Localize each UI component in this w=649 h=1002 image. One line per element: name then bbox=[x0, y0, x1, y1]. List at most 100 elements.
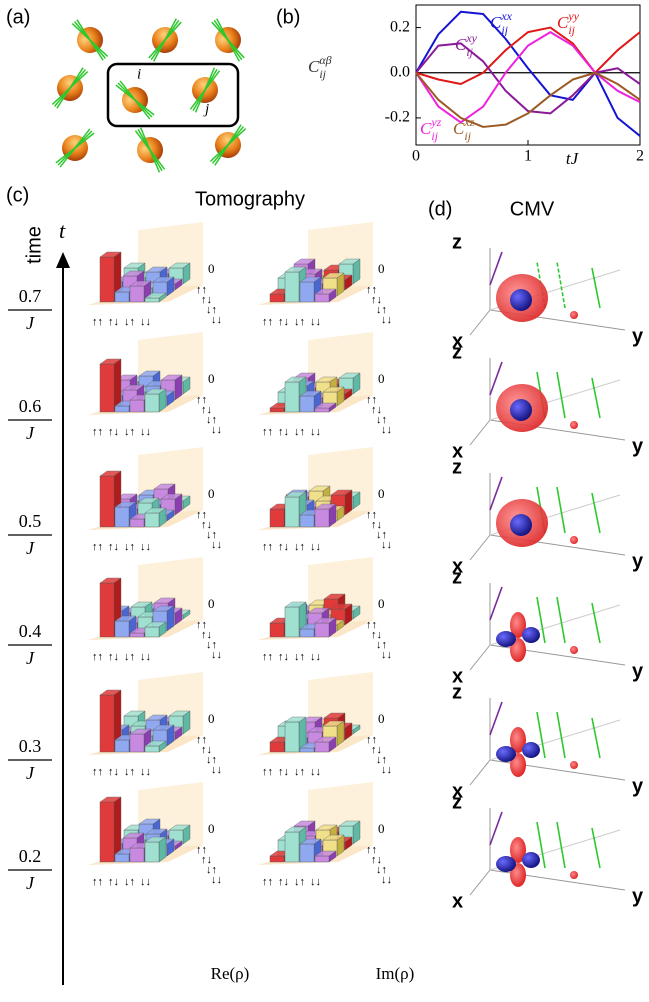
bar-front bbox=[145, 513, 159, 527]
time-den: J bbox=[26, 538, 35, 558]
bar-front bbox=[270, 294, 284, 302]
spin bbox=[204, 13, 253, 67]
basis-label: ↑↑ bbox=[92, 651, 103, 663]
spin bbox=[49, 122, 101, 174]
basis-label: ↑↓ bbox=[108, 876, 119, 888]
density-red bbox=[570, 761, 578, 769]
basis-label: ↓↓ bbox=[140, 316, 151, 328]
y-axis-label: Cαβij bbox=[308, 53, 332, 81]
bar-front bbox=[100, 583, 114, 637]
im-chart: ↑↑↑↑↑↓↑↓↓↑↓↑↓↓↓↓0 bbox=[258, 447, 392, 553]
axis-label: z bbox=[452, 681, 462, 703]
axis-label: y bbox=[632, 660, 644, 682]
basis-label: ↑↑ bbox=[92, 876, 103, 888]
bar-front bbox=[315, 408, 329, 412]
series-line bbox=[416, 12, 640, 136]
bar-front bbox=[315, 742, 329, 752]
axis bbox=[470, 870, 490, 895]
im-chart: ↑↑↑↑↑↓↑↓↓↑↓↑↓↓↓↓0 bbox=[258, 672, 392, 778]
superscript: xx bbox=[500, 9, 512, 23]
basis-label: ↓↓ bbox=[381, 649, 392, 661]
basis-label: ↑↓ bbox=[278, 541, 289, 553]
zero-label: 0 bbox=[378, 711, 385, 726]
arrow bbox=[557, 262, 565, 308]
spin bbox=[109, 74, 161, 126]
arrow bbox=[592, 268, 600, 308]
superscript: xz bbox=[463, 115, 474, 129]
bar-front bbox=[285, 272, 299, 302]
basis-label: ↓↓ bbox=[310, 876, 321, 888]
axis bbox=[470, 420, 490, 445]
arrow bbox=[557, 487, 565, 533]
bar-front bbox=[145, 394, 159, 412]
basis-label: ↑↓ bbox=[108, 766, 119, 778]
zero-label: 0 bbox=[208, 371, 215, 386]
cmv-plot bbox=[470, 808, 625, 895]
basis-label: ↑↑ bbox=[262, 316, 273, 328]
time-den: J bbox=[26, 648, 35, 668]
axis-label: x bbox=[452, 890, 463, 912]
spin bbox=[65, 13, 116, 66]
arrow bbox=[592, 718, 600, 758]
bar-front bbox=[115, 507, 129, 527]
bar-front bbox=[300, 629, 314, 637]
time-num: 0.7 bbox=[19, 286, 42, 306]
symbol: C bbox=[490, 13, 502, 32]
time-num: 0.4 bbox=[19, 621, 42, 641]
basis-label: ↓↑ bbox=[294, 316, 305, 328]
spin bbox=[141, 13, 190, 67]
re-chart: ↑↑↑↑↑↓↑↓↓↑↓↑↓↓↓↓0 bbox=[88, 672, 222, 778]
basis-label: ↓↑ bbox=[294, 426, 305, 438]
bar-front bbox=[270, 856, 284, 862]
axis-label: y bbox=[632, 325, 644, 347]
arrow bbox=[592, 603, 600, 643]
time-axis-label: time bbox=[23, 226, 45, 264]
basis-label: ↑↑ bbox=[92, 766, 103, 778]
subscript: ij bbox=[319, 67, 326, 81]
axis bbox=[470, 535, 490, 560]
bar-front bbox=[145, 298, 159, 302]
arrow bbox=[592, 378, 600, 418]
basis-label: ↓↑ bbox=[124, 876, 135, 888]
symbol: C bbox=[455, 35, 467, 54]
bar-front bbox=[115, 292, 129, 302]
plot-frame bbox=[416, 5, 640, 145]
x-tick-label: 1 bbox=[524, 148, 532, 165]
bar-front bbox=[100, 802, 114, 862]
zero-label: 0 bbox=[378, 261, 385, 276]
subscript: ij bbox=[568, 23, 575, 37]
axis-label: y bbox=[632, 775, 644, 797]
basis-label: ↓↓ bbox=[140, 651, 151, 663]
series-label: Cxxij bbox=[490, 9, 513, 37]
basis-label: ↓↑ bbox=[124, 316, 135, 328]
bar-front bbox=[100, 476, 114, 527]
bar-front bbox=[285, 722, 299, 752]
arrow bbox=[490, 477, 502, 510]
time-num: 0.3 bbox=[19, 736, 42, 756]
subscript: ij bbox=[431, 129, 438, 143]
basis-label: ↓↑ bbox=[124, 766, 135, 778]
bar-front bbox=[300, 282, 314, 302]
basis-label: ↑↑ bbox=[262, 651, 273, 663]
zero-label: 0 bbox=[208, 596, 215, 611]
series-label: Cyyij bbox=[557, 9, 580, 37]
time-den: J bbox=[26, 763, 35, 783]
cmv-plot bbox=[470, 583, 625, 670]
zero-label: 0 bbox=[208, 821, 215, 836]
bar-front bbox=[285, 607, 299, 637]
arrow bbox=[592, 493, 600, 533]
basis-label: ↓↑ bbox=[294, 766, 305, 778]
zero-label: 0 bbox=[378, 821, 385, 836]
bar-front bbox=[270, 509, 284, 527]
bar-front bbox=[115, 740, 129, 752]
axis-label: z bbox=[452, 231, 462, 253]
basis-label: ↓↓ bbox=[211, 314, 222, 326]
bar-front bbox=[100, 695, 114, 752]
basis-label: ↑↓ bbox=[108, 541, 119, 553]
bar-front bbox=[130, 286, 144, 302]
bar-front bbox=[315, 509, 329, 527]
zero-label: 0 bbox=[378, 371, 385, 386]
axis-label: y bbox=[632, 435, 644, 457]
arrow bbox=[557, 597, 565, 643]
density-red bbox=[570, 421, 578, 429]
